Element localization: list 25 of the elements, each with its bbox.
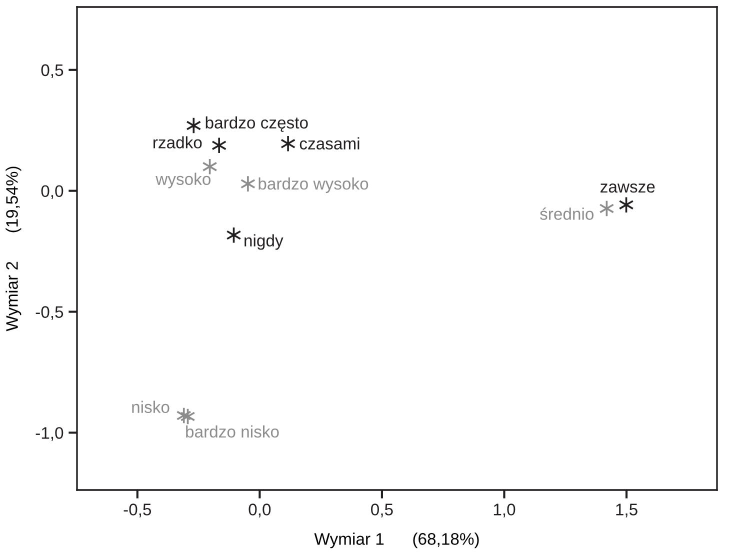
x-tick-label: 0,5	[371, 504, 393, 518]
point	[280, 135, 296, 152]
annotation: bardzo nisko	[186, 425, 279, 438]
annotation: zawsze	[600, 184, 655, 193]
y-tick-label: -1,0	[36, 427, 64, 441]
y-tick-label: 0,0	[41, 185, 64, 199]
annotation: wysoko	[156, 172, 210, 188]
annotation: rzadko	[154, 136, 202, 148]
annotation: bardzo często	[206, 116, 308, 132]
x-tick-label: 1,0	[494, 504, 516, 518]
annotation: bardzo wysoko	[258, 177, 368, 193]
point	[186, 116, 202, 134]
x-tick-label: 0,0	[248, 504, 271, 518]
annotation: czasami	[300, 137, 360, 150]
annotation: nigdy	[244, 234, 284, 250]
x-tick-label: -0,5	[124, 504, 152, 518]
annotation: średnio	[540, 207, 594, 220]
point	[240, 175, 256, 192]
y-axis-title: Wymiar 2 (19,54%)	[6, 166, 22, 332]
y-tick-label: -0,5	[36, 306, 64, 320]
point	[212, 136, 227, 154]
annotation: nisko	[132, 400, 170, 414]
x-tick-label: 1,5	[616, 504, 638, 518]
x-axis-title: Wymiar 1 (68,18%)	[314, 532, 479, 548]
y-tick-label: 0,5	[41, 64, 64, 78]
